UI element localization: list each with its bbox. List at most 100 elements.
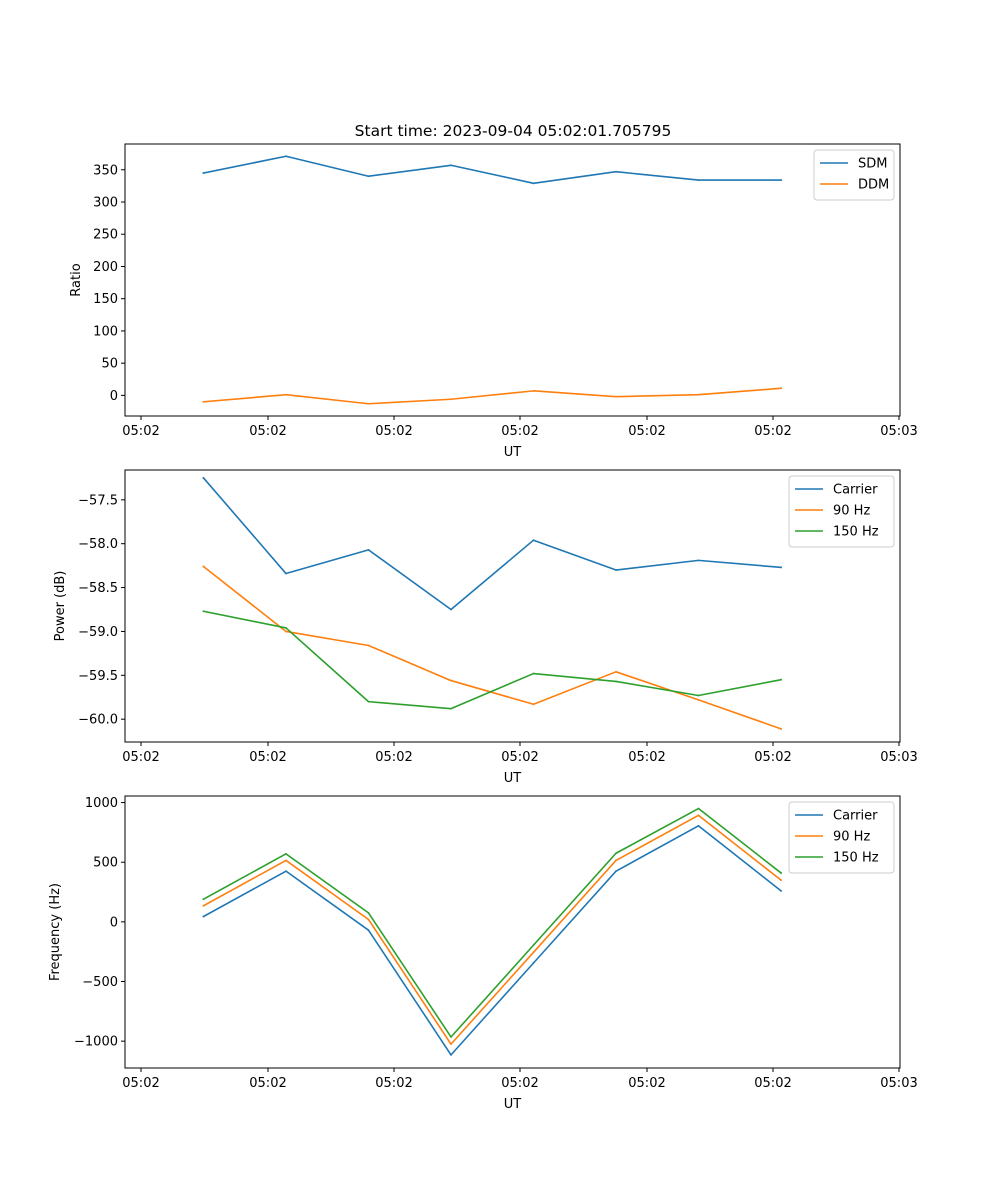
x-tick-label: 05:02 [501, 424, 538, 439]
data-point [532, 951, 535, 954]
x-tick-label: 05:02 [122, 424, 159, 439]
y-tick-label: 100 [93, 324, 118, 339]
legend-label: 90 Hz [833, 830, 870, 845]
data-point [202, 172, 205, 174]
x-tick-label: 05:02 [754, 1076, 791, 1091]
y-tick-label: 1000 [85, 796, 118, 811]
panel-1: 05:02 05:02 05:02 05:02 05:02 05:02 05:03 0 50 10… [69, 143, 918, 460]
data-point [780, 678, 782, 681]
data-point [532, 703, 535, 706]
data-point [697, 698, 700, 701]
legend: Carrier 90 Hz 150 Hz [788, 801, 895, 874]
legend: Carrier 90 Hz 150 Hz [788, 475, 895, 548]
y-tick-label: −59.0 [78, 625, 118, 640]
data-point [532, 672, 535, 675]
x-tick-label: 05:03 [880, 1076, 917, 1091]
chart-panels: 05:02 05:02 05:02 05:02 05:02 05:02 05:03 0 50 10… [48, 143, 918, 1112]
y-axis-label: Ratio [69, 263, 84, 296]
data-point [532, 962, 535, 964]
data-point [780, 879, 782, 882]
x-tick-label: 05:03 [880, 750, 917, 765]
y-tick-label: −58.5 [78, 581, 118, 596]
plot-frame [124, 143, 901, 417]
data-point [367, 644, 370, 647]
data-point [285, 155, 287, 158]
x-tick-label: 05:02 [501, 750, 538, 765]
data-point [202, 477, 205, 479]
data-point [367, 175, 370, 178]
data-point [367, 700, 370, 703]
y-tick-label: 0 [110, 389, 118, 404]
data-point [532, 539, 535, 542]
data-point [450, 1036, 452, 1038]
y-tick-label: 500 [93, 856, 118, 871]
x-tick-label: 05:02 [249, 750, 286, 765]
x-tick-label: 05:02 [122, 750, 159, 765]
data-point [450, 1043, 452, 1046]
legend-box [788, 475, 895, 548]
data-point [202, 400, 205, 403]
y-axis-label: Power (dB) [53, 571, 68, 642]
data-point [532, 389, 535, 392]
data-point [202, 898, 205, 901]
data-point [615, 569, 617, 571]
y-tick-label: 150 [93, 292, 118, 307]
data-point [450, 707, 452, 710]
y-tick-label: −58.0 [78, 537, 118, 552]
series-line-carrier [202, 825, 783, 1056]
y-tick-label: −57.5 [78, 493, 118, 508]
x-axis-label: UT [504, 1097, 522, 1112]
y-tick-label: 250 [93, 228, 118, 243]
data-point [367, 548, 370, 551]
data-point [615, 395, 617, 398]
legend-label: SDM [858, 157, 887, 172]
data-point [615, 852, 617, 855]
y-tick-label: −60.0 [78, 713, 118, 728]
data-point [780, 727, 782, 730]
x-tick-label: 05:02 [628, 750, 665, 765]
data-point [285, 852, 287, 855]
data-point [450, 1053, 452, 1056]
data-point [202, 915, 205, 918]
data-point [367, 912, 370, 914]
data-point [615, 870, 617, 873]
series-line-90-hz [202, 814, 783, 1045]
y-tick-label: −59.5 [78, 669, 118, 684]
series-line-ddm [202, 387, 782, 405]
series-line-150-hz [202, 610, 782, 710]
x-tick-label: 05:02 [249, 424, 286, 439]
x-tick-label: 05:02 [501, 1076, 538, 1091]
data-point [367, 929, 370, 932]
data-point [285, 627, 287, 629]
legend-label: 150 Hz [833, 851, 879, 866]
legend-label: Carrier [833, 809, 878, 824]
legend-label: 150 Hz [833, 525, 879, 540]
x-tick-label: 05:02 [628, 424, 665, 439]
panel-2: 05:02 05:02 05:02 05:02 05:02 05:02 05:03 −60.0… [53, 469, 918, 786]
x-tick-label: 05:02 [754, 750, 791, 765]
x-tick-label: 05:02 [249, 1076, 286, 1091]
data-point [697, 393, 700, 396]
data-point [202, 565, 205, 568]
series-line-150-hz [202, 807, 783, 1038]
data-point [450, 679, 452, 682]
data-point [780, 872, 782, 874]
y-tick-label: 200 [93, 260, 118, 275]
x-tick-label: 05:03 [880, 424, 917, 439]
panel-3: 05:02 05:02 05:02 05:02 05:02 05:02 05:03 −1000… [48, 795, 918, 1112]
data-point [285, 630, 287, 633]
x-tick-label: 05:02 [375, 424, 412, 439]
y-tick-label: 350 [93, 163, 118, 178]
series-line-90-hz [202, 565, 783, 730]
figure-title: Start time: 2023-09-04 05:02:01.705795 [355, 122, 672, 140]
series-line-sdm [202, 155, 782, 185]
data-point [780, 566, 782, 569]
legend-label: DDM [858, 178, 889, 193]
data-point [697, 559, 700, 562]
x-tick-label: 05:02 [628, 1076, 665, 1091]
data-point [202, 610, 205, 613]
x-axis-label: UT [504, 771, 522, 786]
data-point [780, 889, 782, 892]
legend-box [788, 801, 895, 874]
plot-frame [124, 795, 901, 1069]
